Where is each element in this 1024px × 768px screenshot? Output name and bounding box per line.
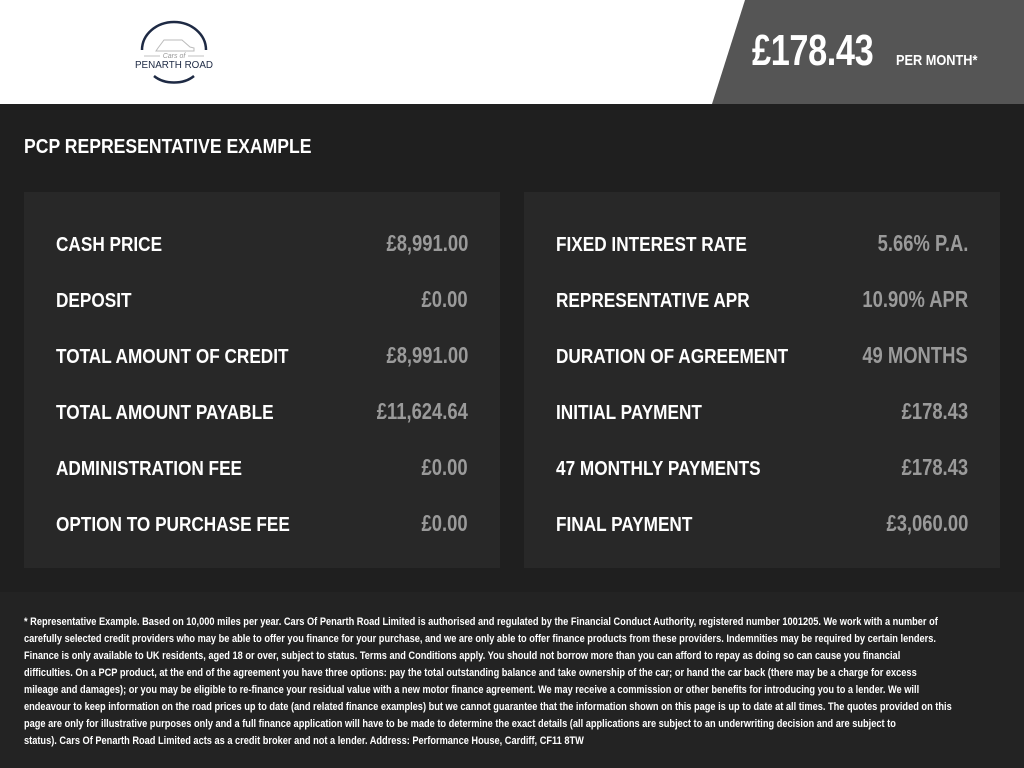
monthly-price: £178.43 — [752, 26, 874, 75]
logo[interactable]: Cars of PENARTH ROAD — [132, 20, 216, 84]
finance-row: FINAL PAYMENT £3,060.00 — [556, 508, 968, 538]
row-label: 47 MONTHLY PAYMENTS — [556, 458, 761, 480]
disclaimer: * Representative Example. Based on 10,00… — [0, 592, 1024, 768]
finance-panel-right: FIXED INTEREST RATE 5.66% P.A. REPRESENTA… — [524, 192, 1000, 568]
finance-row: DURATION OF AGREEMENT 49 MONTHS — [556, 340, 968, 370]
row-label: FIXED INTEREST RATE — [556, 234, 747, 256]
row-value: 10.90% APR — [862, 286, 968, 312]
row-label: OPTION TO PURCHASE FEE — [56, 514, 290, 536]
disclaimer-line: status). Cars Of Penarth Road Limited ac… — [24, 735, 584, 747]
finance-row: REPRESENTATIVE APR 10.90% APR — [556, 284, 968, 314]
row-value: £8,991.00 — [386, 230, 468, 256]
row-value: £178.43 — [901, 454, 968, 480]
finance-row: FIXED INTEREST RATE 5.66% P.A. — [556, 228, 968, 258]
logo-text-bottom: PENARTH ROAD — [135, 60, 213, 71]
header: Cars of PENARTH ROAD £178.43 PER MONTH* — [0, 0, 1024, 104]
finance-row: 47 MONTHLY PAYMENTS £178.43 — [556, 452, 968, 482]
logo-text-top: Cars of — [163, 53, 187, 60]
disclaimer-line: page are only for illustrative purposes … — [24, 718, 896, 730]
row-value: 5.66% P.A. — [877, 230, 968, 256]
section-title: PCP REPRESENTATIVE EXAMPLE — [24, 136, 312, 158]
row-value: 49 MONTHS — [862, 342, 968, 368]
finance-panel-left: CASH PRICE £8,991.00 DEPOSIT £0.00 TOTAL A… — [24, 192, 500, 568]
row-value: £11,624.64 — [376, 398, 468, 424]
finance-row: TOTAL AMOUNT PAYABLE £11,624.64 — [56, 396, 468, 426]
car-logo-icon: Cars of PENARTH ROAD — [135, 20, 213, 84]
finance-row: OPTION TO PURCHASE FEE £0.00 — [56, 508, 468, 538]
row-value: £0.00 — [421, 454, 468, 480]
per-month-label: PER MONTH* — [896, 52, 978, 69]
price-panel — [712, 0, 1024, 104]
row-value: £0.00 — [421, 286, 468, 312]
row-label: CASH PRICE — [56, 234, 163, 256]
row-label: INITIAL PAYMENT — [556, 402, 702, 424]
disclaimer-line: * Representative Example. Based on 10,00… — [24, 616, 938, 628]
row-value: £8,991.00 — [386, 342, 468, 368]
disclaimer-line: carefully selected credit providers who … — [24, 633, 936, 645]
row-value: £3,060.00 — [886, 510, 968, 536]
disclaimer-line: endeavour to keep information on the roa… — [24, 701, 952, 713]
row-value: £178.43 — [901, 398, 968, 424]
row-value: £0.00 — [421, 510, 468, 536]
row-label: ADMINISTRATION FEE — [56, 458, 243, 480]
disclaimer-line: difficulties. On a PCP product, at the e… — [24, 667, 917, 679]
finance-row: CASH PRICE £8,991.00 — [56, 228, 468, 258]
finance-row: ADMINISTRATION FEE £0.00 — [56, 452, 468, 482]
finance-row: INITIAL PAYMENT £178.43 — [556, 396, 968, 426]
row-label: TOTAL AMOUNT OF CREDIT — [56, 346, 289, 368]
row-label: DURATION OF AGREEMENT — [556, 346, 789, 368]
row-label: DEPOSIT — [56, 290, 132, 312]
disclaimer-line: mileage and damages); or you may be elig… — [24, 684, 920, 696]
finance-row: TOTAL AMOUNT OF CREDIT £8,991.00 — [56, 340, 468, 370]
row-label: REPRESENTATIVE APR — [556, 290, 750, 312]
row-label: TOTAL AMOUNT PAYABLE — [56, 402, 274, 424]
finance-row: DEPOSIT £0.00 — [56, 284, 468, 314]
disclaimer-line: Finance is only available to UK resident… — [24, 650, 901, 662]
row-label: FINAL PAYMENT — [556, 514, 693, 536]
